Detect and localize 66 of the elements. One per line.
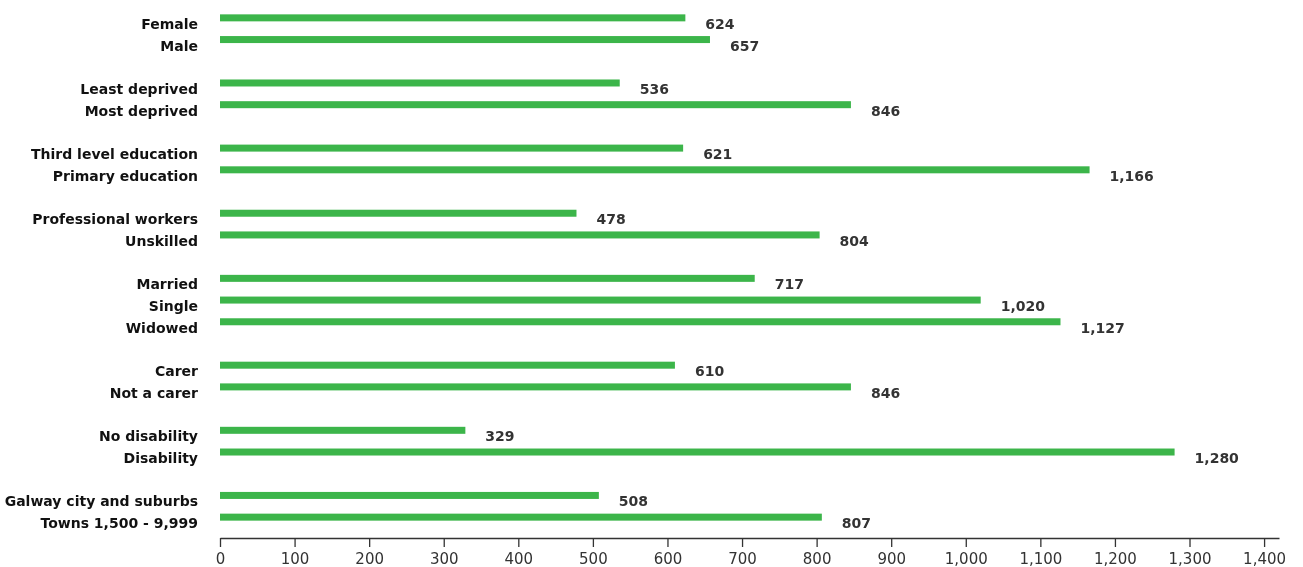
bar	[220, 383, 851, 391]
bar	[220, 274, 755, 282]
y-tick-label: Unskilled	[125, 232, 198, 249]
data-label: 804	[839, 232, 870, 249]
y-tick-label: Female	[141, 15, 198, 32]
y-tick-label: Primary education	[52, 167, 198, 184]
y-tick-label: Single	[148, 298, 198, 315]
data-label: 536	[639, 80, 669, 97]
bar	[220, 166, 1090, 174]
data-label: 621	[703, 146, 733, 163]
bar	[220, 14, 686, 22]
bar	[220, 144, 684, 152]
y-tick-label: Professional workers	[32, 211, 198, 228]
bar	[220, 361, 675, 369]
bar	[220, 209, 577, 217]
data-label: 508	[618, 493, 649, 510]
x-tick-label: 900	[877, 549, 907, 567]
data-label: 624	[705, 15, 735, 32]
data-label: 846	[870, 384, 901, 401]
bar	[220, 513, 822, 521]
y-tick-label: Most deprived	[84, 102, 198, 119]
data-label: 846	[870, 102, 901, 119]
x-tick-label: 100	[280, 549, 310, 567]
data-label: 807	[841, 515, 872, 532]
x-tick-label: 1,300	[1168, 549, 1212, 567]
x-tick-label: 1,400	[1243, 549, 1287, 567]
y-tick-label: No disability	[98, 428, 198, 445]
data-label: 1,166	[1109, 167, 1154, 184]
data-label: 1,020	[1000, 298, 1046, 315]
data-label: 717	[774, 276, 804, 293]
bar	[220, 296, 981, 304]
y-tick-label: Carer	[154, 363, 199, 380]
x-tick-label: 400	[504, 549, 534, 567]
data-label: 1,127	[1080, 319, 1125, 336]
y-tick-label: Married	[136, 276, 198, 293]
bar	[220, 448, 1175, 456]
y-tick-label: Third level education	[30, 146, 198, 163]
data-label: 329	[485, 428, 515, 445]
y-tick-label: Least deprived	[80, 80, 198, 97]
data-label: 1,280	[1194, 450, 1240, 467]
x-tick-label: 1,000	[944, 549, 988, 567]
x-tick-label: 200	[355, 549, 384, 567]
y-tick-label: Male	[160, 37, 198, 54]
data-label: 657	[729, 37, 760, 54]
data-label: 478	[596, 211, 626, 228]
y-tick-label: Towns 1,500 - 9,999	[40, 515, 198, 532]
bar	[220, 491, 599, 499]
data-label: 610	[694, 363, 725, 380]
x-tick-label: 500	[579, 549, 608, 567]
x-tick-label: 300	[429, 549, 459, 567]
x-tick-label: 600	[653, 549, 683, 567]
bar	[220, 231, 820, 239]
y-tick-label: Galway city and suburbs	[4, 493, 198, 510]
y-tick-label: Disability	[123, 450, 198, 467]
x-tick-label: 1,100	[1019, 549, 1063, 567]
x-tick-label: 700	[728, 549, 757, 567]
y-tick-label: Not a carer	[109, 384, 199, 401]
bar	[220, 101, 851, 109]
bar	[220, 426, 466, 434]
bar	[220, 79, 620, 87]
bar	[220, 36, 710, 44]
y-tick-label: Widowed	[125, 319, 198, 336]
bar	[220, 318, 1061, 326]
x-tick-label: 1,200	[1093, 549, 1137, 567]
x-tick-label: 800	[802, 549, 832, 567]
x-tick-label: 0	[215, 549, 226, 567]
